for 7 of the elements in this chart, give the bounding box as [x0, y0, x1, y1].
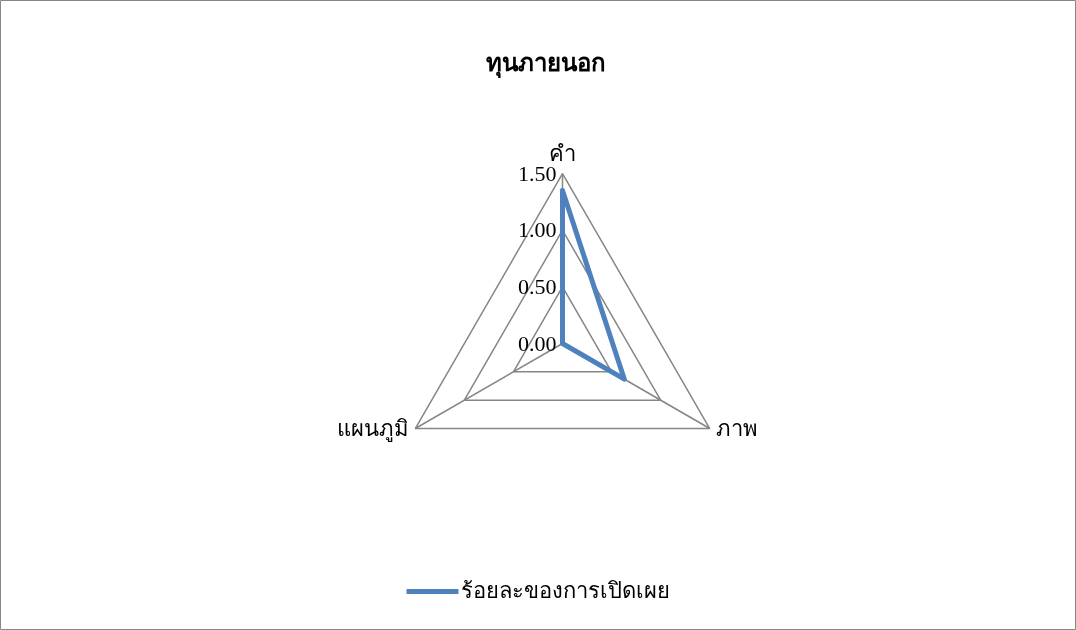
y-tick-label: 0.50: [518, 273, 557, 299]
y-tick-label: 0.00: [518, 330, 557, 356]
spoke-label: แผนภูมิ: [337, 416, 410, 442]
chart-title: ทุนภายนอก: [485, 49, 606, 79]
y-tick-label: 1.00: [518, 217, 557, 243]
legend-label: ร้อยละของการเปิดเผย: [460, 577, 670, 605]
spoke-label: ภาพ: [715, 416, 758, 441]
